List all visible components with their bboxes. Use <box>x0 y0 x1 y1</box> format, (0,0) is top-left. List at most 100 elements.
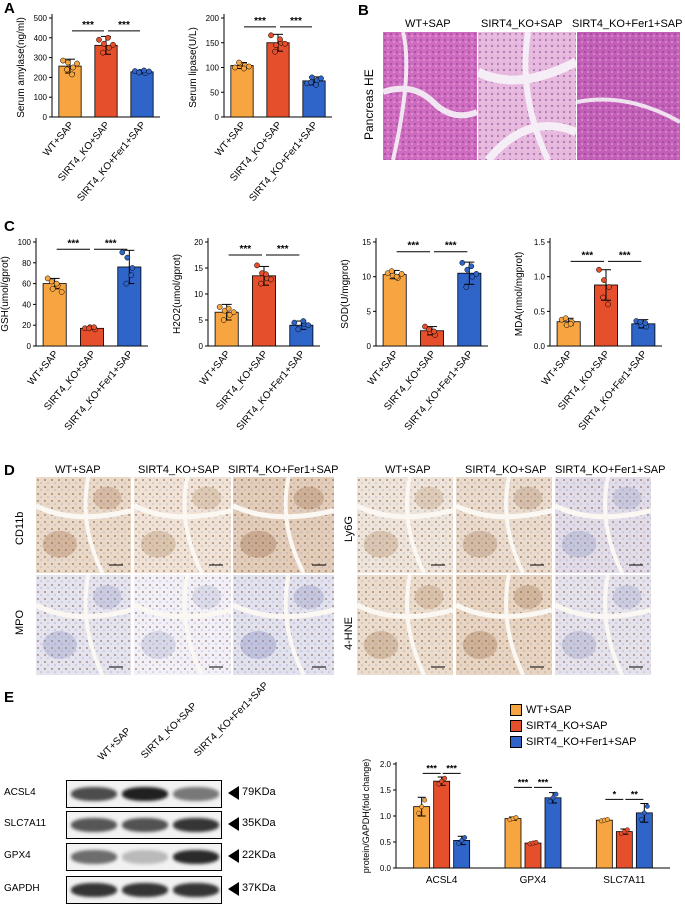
wb-band <box>122 850 168 864</box>
data-point <box>70 64 76 71</box>
data-point <box>295 326 302 333</box>
data-point <box>141 67 147 74</box>
y-tick-label: 5 <box>367 307 372 316</box>
wb-blot-strip <box>66 876 222 904</box>
ihc-stain <box>513 585 543 609</box>
ihc-image <box>36 477 131 573</box>
significance-label: *** <box>426 763 437 773</box>
legend-item-wt: WT+SAP <box>510 704 572 717</box>
he-texture <box>383 32 477 160</box>
panel-d-row-label: Ly6G <box>343 516 355 542</box>
significance-label: *** <box>118 20 130 31</box>
ihc-stain <box>140 530 176 558</box>
he-image-ko <box>478 32 576 160</box>
ihc-texture <box>555 477 651 573</box>
ihc-gap <box>36 503 131 520</box>
y-tick-label: 20 <box>22 321 31 330</box>
data-point <box>422 797 428 803</box>
y-tick-label: 2.0 <box>380 760 392 769</box>
ihc-gap <box>83 575 105 675</box>
panel-d-row-label: MPO <box>14 609 26 635</box>
data-point <box>272 48 278 55</box>
ihc-stain <box>462 530 498 558</box>
data-point <box>641 810 647 816</box>
ihc-stain <box>561 530 597 558</box>
wb-protein-label: GPX4 <box>4 850 31 861</box>
chart-protein-quant: 0.0 0.5 1.0 1.5 2.0 protein/GAPDH(fold change… <box>361 759 670 886</box>
data-point <box>431 328 437 335</box>
bar <box>433 780 451 869</box>
ihc-pattern <box>134 477 231 573</box>
ihc-image <box>233 477 334 573</box>
significance-label: *** <box>538 777 549 787</box>
ihc-stain <box>612 585 642 609</box>
data-point <box>91 324 97 331</box>
chart-mda: 0.0 0.5 1.0 1.5 MDA(nmol/mgprot) WT+SAPSIRT4_… <box>514 238 662 433</box>
ihc-stain <box>414 486 444 510</box>
panel-d-col-label: SIRT4_KO+SAP <box>138 464 220 476</box>
x-tick-label: WT+SAP <box>41 120 76 159</box>
y-tick-label: 200 <box>206 14 220 23</box>
y-tick-label: 50 <box>210 88 219 97</box>
ihc-stain <box>140 631 176 659</box>
legend-item-ko: SIRT4_KO+SAP <box>510 720 607 733</box>
legend-swatch <box>510 720 522 733</box>
ihc-image <box>456 477 552 573</box>
wb-arrow-icon <box>228 817 239 831</box>
wb-arrow-icon <box>228 786 239 800</box>
panel-b-col-label: SIRT4_KO+Fer1+SAP <box>572 18 683 30</box>
data-point <box>459 259 466 266</box>
ihc-stain <box>240 530 277 558</box>
significance-label: *** <box>619 250 631 261</box>
x-tick-label: GPX4 <box>520 875 547 886</box>
ihc-image <box>36 575 131 675</box>
ihc-pattern <box>36 575 131 675</box>
ihc-gap <box>283 575 306 675</box>
ihc-image <box>357 477 453 573</box>
ihc-texture <box>134 477 231 573</box>
significance-label: *** <box>277 244 289 255</box>
y-tick-label: 500 <box>34 14 48 23</box>
y-tick-label: 0.0 <box>534 342 546 351</box>
data-point <box>128 272 135 279</box>
bar <box>230 65 254 118</box>
ihc-stain <box>513 486 543 510</box>
data-point <box>123 280 130 287</box>
wb-blot-strip <box>66 780 222 808</box>
data-point <box>96 36 102 43</box>
y-tick-label: 0 <box>215 113 220 122</box>
data-point <box>305 322 312 329</box>
data-point <box>388 268 395 274</box>
data-point <box>220 317 227 323</box>
y-tick-label: 100 <box>34 93 48 102</box>
significance-label: * <box>613 789 617 799</box>
panel-b-col-label: SIRT4_KO+SAP <box>481 18 563 30</box>
data-point <box>53 280 60 287</box>
ihc-gap <box>233 503 334 520</box>
data-point <box>86 325 92 332</box>
y-tick-label: 80 <box>22 259 31 268</box>
x-tick-label: SIRT4_KO+Fer1+SAP <box>63 349 136 433</box>
wb-protein-label: GAPDH <box>4 883 40 894</box>
bar <box>595 819 613 869</box>
ihc-pattern <box>456 477 552 573</box>
x-tick-label: WT+SAP <box>26 349 61 388</box>
ihc-gap <box>504 477 525 573</box>
ihc-gap <box>555 602 651 619</box>
ihc-stain <box>363 631 399 659</box>
data-point <box>436 781 442 787</box>
data-point <box>439 778 445 784</box>
significance-label: *** <box>290 16 302 27</box>
data-point <box>398 271 405 277</box>
ihc-gap <box>83 477 105 573</box>
wb-band <box>71 883 117 897</box>
data-point <box>124 254 131 261</box>
legend-swatch <box>510 704 522 717</box>
data-point <box>232 64 238 71</box>
bar <box>504 818 522 869</box>
ihc-pattern <box>555 477 651 573</box>
bar <box>382 274 407 347</box>
wb-band <box>173 850 219 864</box>
he-texture <box>577 32 680 160</box>
y-axis-label: H2O2(umol/gprot) <box>172 254 183 334</box>
